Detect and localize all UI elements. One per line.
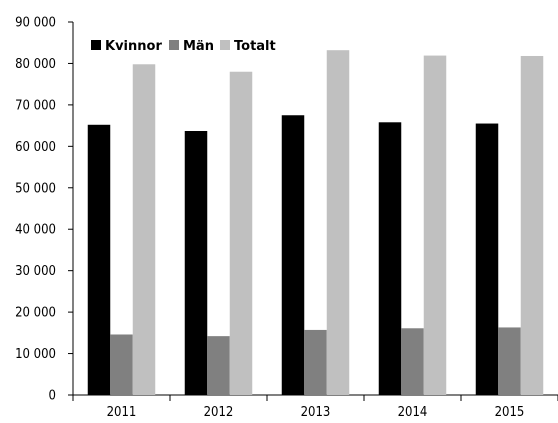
y-tick-label: 60 000	[15, 140, 56, 155]
y-tick-label: 0	[49, 389, 56, 404]
y-tick-label: 70 000	[15, 98, 56, 113]
y-tick-label: 80 000	[15, 57, 56, 72]
y-tick-label: 30 000	[15, 264, 56, 279]
bar-kvinnor-2015	[475, 123, 499, 396]
x-tick-label: 2013	[301, 405, 331, 420]
bars	[87, 50, 544, 396]
bar-totalt-2014	[423, 55, 447, 395]
legend: Kvinnor Män Totalt	[91, 39, 276, 54]
bar-kvinnor-2013	[281, 115, 305, 395]
x-tick-label: 2012	[204, 405, 234, 420]
bar-totalt-2013	[326, 50, 350, 395]
legend-swatch	[169, 40, 179, 50]
y-tick-label: 40 000	[15, 223, 56, 238]
y-tick-label: 20 000	[15, 306, 56, 321]
bar-kvinnor-2012	[184, 130, 208, 395]
bar-totalt-2012	[229, 71, 253, 395]
legend-swatch	[220, 40, 230, 50]
legend-label: Män	[183, 39, 214, 54]
x-tick-label: 2011	[107, 405, 137, 420]
bar-m-n-2014	[401, 328, 424, 395]
legend-label: Kvinnor	[105, 39, 162, 54]
bar-totalt-2011	[132, 64, 156, 396]
x-tick-label: 2015	[495, 405, 525, 420]
bar-m-n-2012	[207, 336, 230, 395]
bar-m-n-2013	[304, 329, 327, 395]
y-axis: 0 10 000 20 000 30 000 40 000 50 000 60 000 70 …	[15, 16, 74, 404]
bar-m-n-2011	[110, 334, 133, 395]
x-tick-label: 2014	[398, 405, 428, 420]
x-axis: 2011 2012 2013 2014 2015	[72, 394, 558, 420]
bar-m-n-2015	[498, 327, 521, 395]
bar-kvinnor-2014	[378, 122, 402, 395]
legend-swatch	[91, 40, 101, 50]
y-tick-label: 90 000	[15, 16, 56, 31]
bar-totalt-2015	[520, 55, 544, 396]
y-tick-label: 10 000	[15, 347, 56, 362]
legend-label: Totalt	[234, 39, 276, 54]
bar-kvinnor-2011	[87, 124, 111, 395]
y-tick-label: 50 000	[15, 181, 56, 196]
